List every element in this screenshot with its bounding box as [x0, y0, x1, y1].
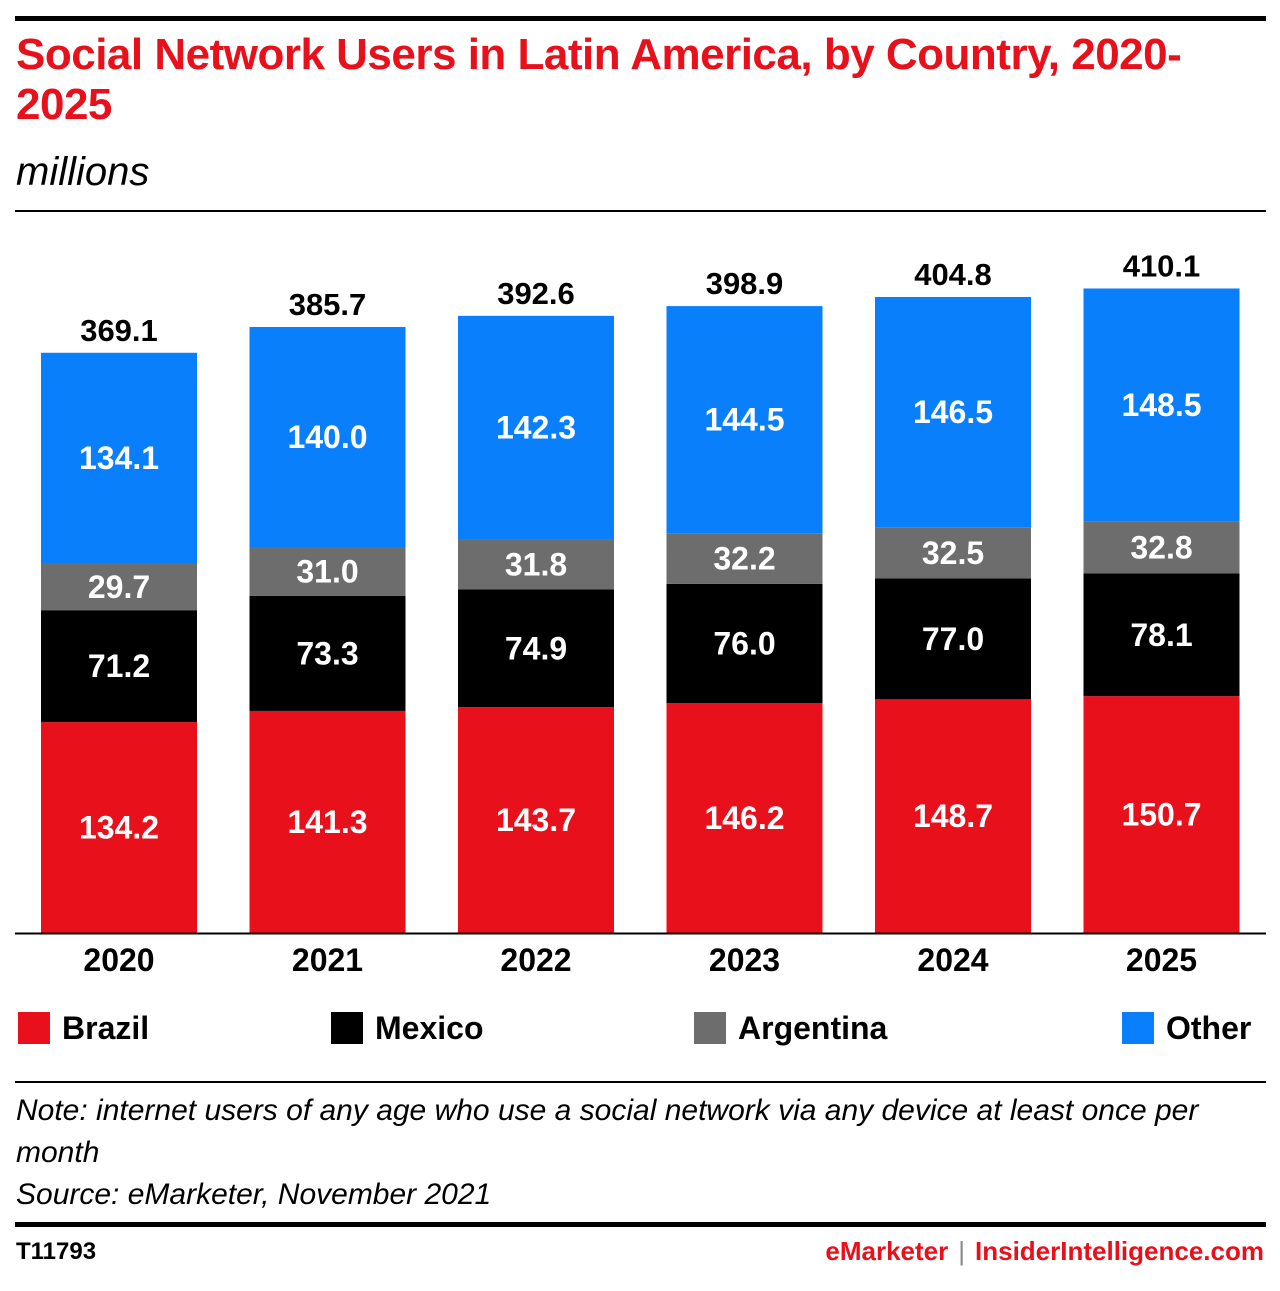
legend-item-brazil: Brazil: [18, 1008, 149, 1048]
value-label-argentina-2025: 32.8: [1130, 530, 1192, 566]
stacked-bar-chart: 134.2 71.2 29.7 134.1 369.1 2020 141.3 73.3 31.0…: [15, 248, 1266, 978]
brand-insiderintelligence: InsiderIntelligence.com: [975, 1236, 1264, 1266]
value-label-argentina-2023: 32.2: [713, 540, 775, 576]
value-label-mexico-2023: 76.0: [713, 626, 775, 662]
value-label-argentina-2021: 31.0: [296, 553, 358, 589]
bar-brazil-2022: [458, 707, 614, 933]
legend-swatch-mexico: [331, 1012, 363, 1044]
legend: Brazil Mexico Argentina Other: [0, 1008, 1280, 1048]
x-tick-label-2023: 2023: [709, 942, 780, 978]
notes-divider: [15, 1081, 1266, 1083]
legend-item-argentina: Argentina: [694, 1008, 887, 1048]
bar-group-2022: 143.7 74.9 31.8 142.3 392.6: [458, 276, 614, 933]
bar-brazil-2020: [41, 722, 197, 933]
header-divider: [15, 210, 1266, 212]
bar-other-2024: [875, 296, 1031, 528]
chart-title: Social Network Users in Latin America, b…: [16, 30, 1182, 129]
brand-emarketer: eMarketer: [825, 1236, 949, 1266]
brand-separator: |: [958, 1236, 966, 1266]
chart-notes: Note: internet users of any age who use …: [16, 1090, 1266, 1216]
value-label-mexico-2021: 73.3: [296, 635, 358, 671]
bar-argentina-2024: [875, 527, 1031, 579]
bar-other-2020: [41, 352, 197, 564]
value-label-argentina-2022: 31.8: [505, 546, 567, 582]
bar-brazil-2025: [1083, 696, 1240, 933]
chart-subtitle: millions: [16, 150, 150, 194]
bar-mexico-2022: [458, 589, 614, 708]
bar-argentina-2022: [458, 539, 614, 590]
bar-brazil-2024: [875, 699, 1031, 933]
value-label-argentina-2020: 29.7: [88, 569, 150, 605]
bar-mexico-2023: [666, 583, 823, 704]
value-label-brazil-2020: 134.2: [79, 810, 159, 846]
value-label-brazil-2022: 143.7: [496, 802, 576, 838]
legend-item-other: Other: [1122, 1008, 1251, 1048]
bar-other-2021: [249, 326, 406, 548]
bar-brazil-2023: [666, 703, 823, 933]
total-label-2021: 385.7: [289, 287, 367, 322]
legend-item-mexico: Mexico: [331, 1008, 483, 1048]
value-label-brazil-2023: 146.2: [704, 800, 784, 836]
value-label-other-2020: 134.1: [79, 440, 159, 476]
value-label-brazil-2025: 150.7: [1121, 797, 1201, 833]
legend-label-mexico: Mexico: [375, 1010, 484, 1046]
bar-mexico-2025: [1083, 573, 1240, 697]
legend-swatch-brazil: [18, 1012, 50, 1044]
top-rule: [15, 16, 1266, 21]
bar-mexico-2024: [875, 578, 1031, 700]
bar-argentina-2021: [249, 547, 406, 596]
total-label-2023: 398.9: [706, 266, 784, 301]
bar-other-2025: [1083, 288, 1240, 522]
footer-brand: eMarketer | InsiderIntelligence.com: [825, 1236, 1264, 1267]
total-label-2022: 392.6: [497, 276, 575, 311]
bar-argentina-2025: [1083, 521, 1240, 574]
footer-rule: [15, 1222, 1266, 1227]
legend-label-argentina: Argentina: [738, 1010, 888, 1046]
bar-mexico-2020: [41, 610, 197, 723]
legend-swatch-other: [1122, 1012, 1154, 1044]
value-label-brazil-2021: 141.3: [287, 804, 367, 840]
x-tick-label-2024: 2024: [917, 942, 988, 978]
bar-brazil-2021: [249, 710, 406, 933]
bar-argentina-2023: [666, 533, 823, 584]
x-tick-label-2025: 2025: [1126, 942, 1197, 978]
bar-group-2024: 148.7 77.0 32.5 146.5 404.8: [875, 257, 1031, 933]
bar-other-2023: [666, 306, 823, 534]
bar-argentina-2020: [41, 563, 197, 611]
x-tick-label-2021: 2021: [292, 942, 363, 978]
source-text: Source: eMarketer, November 2021: [16, 1178, 492, 1211]
value-label-other-2024: 146.5: [913, 394, 993, 430]
total-label-2025: 410.1: [1123, 248, 1201, 283]
bar-other-2022: [458, 315, 614, 540]
chart-id: T11793: [16, 1238, 97, 1265]
bar-mexico-2021: [249, 595, 406, 711]
value-label-other-2023: 144.5: [704, 402, 784, 438]
value-label-other-2022: 142.3: [496, 410, 576, 446]
bar-group-2020: 134.2 71.2 29.7 134.1 369.1: [41, 313, 197, 933]
legend-swatch-argentina: [694, 1012, 726, 1044]
value-label-other-2025: 148.5: [1121, 387, 1201, 423]
bar-group-2025: 150.7 78.1 32.8 148.5 410.1: [1083, 248, 1240, 933]
value-label-mexico-2022: 74.9: [505, 630, 567, 666]
bar-group-2021: 141.3 73.3 31.0 140.0 385.7: [249, 287, 406, 933]
x-tick-label-2022: 2022: [500, 942, 571, 978]
value-label-mexico-2024: 77.0: [922, 621, 984, 657]
legend-label-other: Other: [1166, 1010, 1252, 1046]
total-label-2024: 404.8: [914, 257, 992, 292]
bar-group-2023: 146.2 76.0 32.2 144.5 398.9: [666, 266, 823, 933]
total-label-2020: 369.1: [80, 313, 158, 348]
legend-label-brazil: Brazil: [62, 1010, 150, 1046]
value-label-mexico-2020: 71.2: [88, 648, 150, 684]
value-label-brazil-2024: 148.7: [913, 798, 993, 834]
value-label-argentina-2024: 32.5: [922, 535, 984, 571]
value-label-other-2021: 140.0: [287, 419, 367, 455]
x-tick-label-2020: 2020: [83, 942, 154, 978]
value-label-mexico-2025: 78.1: [1130, 617, 1192, 653]
note-text: Note: internet users of any age who use …: [16, 1094, 1199, 1169]
